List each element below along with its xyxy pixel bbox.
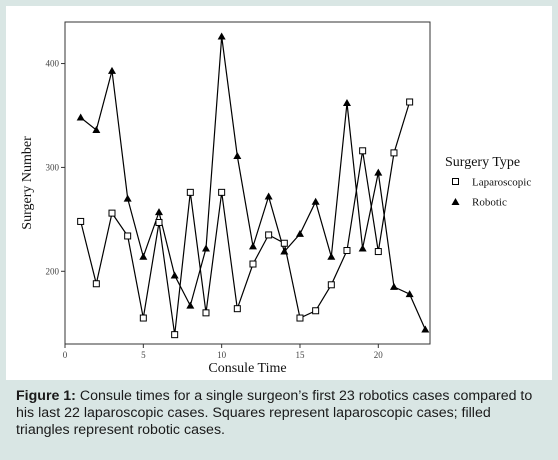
- figure-caption: Figure 1: Consule times for a single sur…: [16, 388, 546, 439]
- data-point-laparoscopic: [92, 280, 100, 288]
- legend-robotic-symbol: [451, 198, 460, 205]
- data-point-robotic: [280, 247, 289, 255]
- data-point-laparoscopic: [327, 281, 335, 289]
- y-tick-label: 300: [46, 162, 60, 172]
- data-point-robotic: [92, 126, 101, 134]
- data-point-robotic: [76, 113, 85, 121]
- data-point-robotic: [295, 229, 304, 237]
- data-point-robotic: [201, 244, 210, 252]
- chart-panel: 0 5 10 15 20 200 300 400 Consule Time Surgery N…: [6, 6, 552, 380]
- y-tick-label: 200: [46, 266, 60, 276]
- data-point-robotic: [154, 208, 163, 216]
- data-point-robotic: [374, 168, 383, 176]
- data-point-laparoscopic: [374, 248, 382, 256]
- series-line-laparoscopic: [80, 101, 411, 335]
- data-point-laparoscopic: [265, 231, 273, 239]
- legend-robotic-label: Robotic: [472, 197, 507, 209]
- x-tick-label: 5: [141, 350, 146, 360]
- data-point-laparoscopic: [280, 239, 288, 247]
- data-point-laparoscopic: [155, 218, 163, 226]
- data-point-laparoscopic: [124, 232, 132, 240]
- legend-title: Surgery Type: [445, 155, 520, 170]
- data-point-robotic: [186, 301, 195, 309]
- data-point-robotic: [139, 252, 148, 260]
- plot-area-border: [64, 21, 431, 345]
- data-point-laparoscopic: [218, 188, 226, 196]
- data-point-robotic: [389, 282, 398, 290]
- legend: Surgery Type Laparoscopic Robotic: [445, 155, 531, 209]
- data-point-laparoscopic: [312, 307, 320, 315]
- data-point-laparoscopic: [359, 147, 367, 155]
- x-tick-label: 0: [63, 350, 68, 360]
- data-point-laparoscopic: [186, 188, 194, 196]
- data-point-robotic: [264, 192, 273, 200]
- data-point-robotic: [233, 151, 242, 159]
- x-tick-label: 10: [217, 350, 227, 360]
- x-tick-label: 20: [374, 350, 384, 360]
- axis-ticks: 0 5 10 15 20 200 300 400: [46, 59, 384, 360]
- data-point-laparoscopic: [77, 217, 85, 225]
- x-tick-label: 15: [295, 350, 305, 360]
- y-axis-label: Surgery Number: [20, 136, 35, 230]
- data-point-laparoscopic: [233, 305, 241, 313]
- data-point-robotic: [123, 194, 132, 202]
- data-point-laparoscopic: [108, 209, 116, 217]
- data-point-robotic: [342, 99, 351, 107]
- y-tick-label: 400: [46, 59, 60, 69]
- data-point-robotic: [311, 197, 320, 205]
- data-point-robotic: [421, 325, 430, 333]
- chart: 0 5 10 15 20 200 300 400 Consule Time Surgery N…: [20, 21, 531, 376]
- data-point-robotic: [405, 290, 414, 298]
- legend-laparoscopic-symbol: [452, 178, 459, 185]
- series-markers: [76, 32, 430, 339]
- data-point-laparoscopic: [171, 331, 179, 339]
- data-point-laparoscopic: [202, 309, 210, 317]
- x-axis-label: Consule Time: [208, 361, 286, 376]
- data-point-robotic: [248, 242, 257, 250]
- data-point-robotic: [327, 252, 336, 260]
- data-point-laparoscopic: [406, 98, 414, 106]
- data-point-robotic: [107, 66, 116, 74]
- data-point-robotic: [358, 244, 367, 252]
- caption-text: Consule times for a single surgeon’s fir…: [16, 388, 533, 438]
- data-point-laparoscopic: [249, 260, 257, 268]
- data-point-laparoscopic: [390, 149, 398, 157]
- data-point-laparoscopic: [343, 247, 351, 255]
- data-point-laparoscopic: [296, 314, 304, 322]
- caption-label: Figure 1:: [16, 388, 76, 404]
- data-point-laparoscopic: [139, 314, 147, 322]
- data-point-robotic: [217, 32, 226, 40]
- data-point-robotic: [170, 271, 179, 279]
- legend-laparoscopic-label: Laparoscopic: [472, 177, 531, 189]
